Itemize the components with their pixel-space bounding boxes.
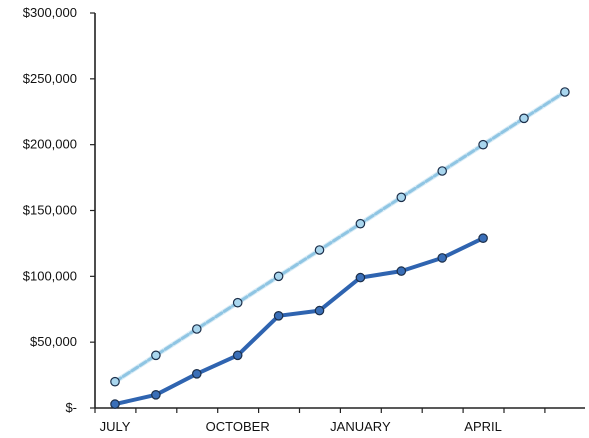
series-1-point	[437, 166, 447, 176]
series-1-point	[478, 139, 488, 150]
series-2-point	[314, 305, 325, 316]
y-tick-label: $100,000	[23, 268, 77, 283]
x-tick-label: APRIL	[464, 419, 502, 434]
y-tick-label: $300,000	[23, 5, 77, 20]
series-1-point	[519, 113, 529, 124]
series-2-line	[113, 236, 486, 407]
y-tick-label: $150,000	[23, 203, 77, 218]
series-2-point	[151, 389, 161, 400]
series-1-point	[396, 192, 407, 203]
series-2-point	[478, 233, 488, 243]
series-1-line	[113, 90, 567, 384]
series-1-point	[192, 324, 202, 334]
series-2-point	[396, 266, 407, 276]
series-2-point	[232, 350, 243, 361]
series-1-point	[110, 376, 120, 387]
y-tick-label: $250,000	[23, 71, 77, 86]
series-1-point	[151, 350, 161, 361]
series-2-point	[192, 368, 202, 379]
axes: $- $50,000 $100,000 $150,000 $200,000 $250,00…	[23, 5, 585, 434]
series-layer	[110, 87, 570, 409]
series-1-point	[314, 245, 325, 255]
series-2-point	[110, 399, 120, 409]
series-1-point	[560, 87, 570, 97]
series-1-point	[273, 271, 284, 282]
series-2-point	[355, 272, 366, 283]
y-tick-label: $50,000	[30, 334, 77, 349]
y-tick-label: $200,000	[23, 137, 77, 152]
x-tick-label: JULY	[100, 419, 131, 434]
x-tick-label: JANUARY	[330, 419, 391, 434]
series-1-point	[232, 297, 243, 308]
x-tick-label: OCTOBER	[206, 419, 270, 434]
series-2-point	[273, 310, 284, 321]
y-tick-label: $-	[65, 400, 77, 415]
series-1-point	[355, 218, 366, 229]
series-2-point	[437, 253, 447, 263]
